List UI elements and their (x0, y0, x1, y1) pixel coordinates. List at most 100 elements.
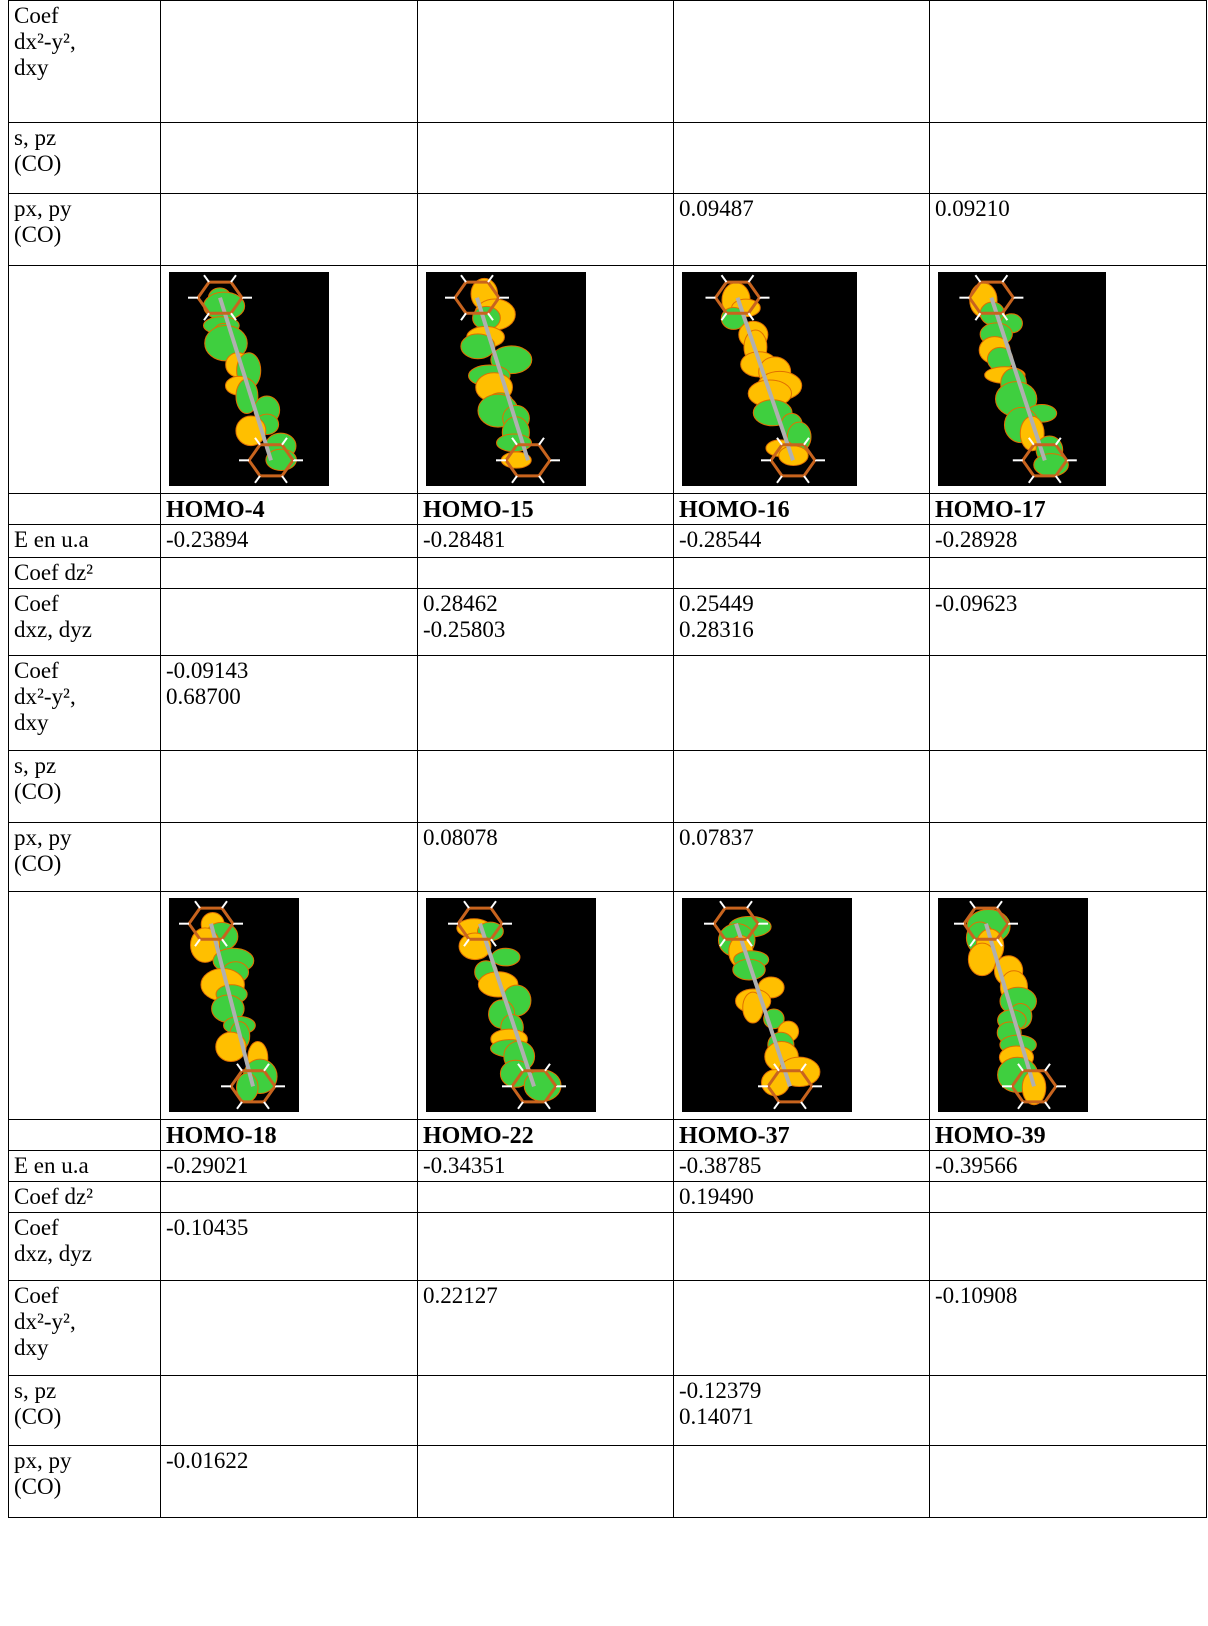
h-bond (974, 312, 982, 321)
value-cell (929, 822, 1207, 892)
orbital-cell (929, 265, 1207, 494)
ring-bond (453, 296, 468, 315)
value-cell: -0.09143 0.68700 (160, 655, 418, 751)
row-label: Coef dz² (8, 557, 161, 589)
cell-text: -0.28481 (423, 527, 506, 552)
cell-line: 0.25449 (679, 591, 754, 616)
orbital-name: HOMO-17 (929, 493, 1207, 525)
cell-line: dxy (14, 710, 49, 735)
h-bond (236, 1063, 243, 1072)
value-cell: -0.12379 0.14071 (673, 1375, 930, 1446)
table-row: Coef dx²-y², dxy -0.09143 0.68700 (8, 655, 1207, 751)
value-cell (417, 0, 674, 123)
h-bond (773, 1063, 780, 1072)
cell-line: dxz, dyz (14, 617, 92, 642)
ring-bond (714, 296, 728, 315)
ring-bond (802, 443, 817, 462)
value-cell (160, 557, 418, 589)
value-cell (160, 822, 418, 892)
ring-bond (766, 1085, 781, 1103)
h-bond (969, 900, 976, 909)
ring-bond (196, 281, 211, 299)
table-row: E en u.a -0.23894 -0.28481 -0.28544 -0.28928 (8, 524, 1207, 558)
ring-bond (537, 459, 552, 477)
value-cell (160, 1375, 418, 1446)
ring-bond (220, 907, 235, 925)
value-cell (417, 1375, 674, 1446)
ring-bond (537, 443, 552, 462)
cell-line: px, py (14, 1448, 72, 1473)
value-cell: -0.09623 (929, 588, 1207, 656)
row-label: E en u.a (8, 524, 161, 558)
value-cell: -0.28928 (929, 524, 1207, 558)
ring-bond (262, 1085, 277, 1103)
value-cell (417, 122, 674, 194)
orbital-image (938, 272, 1106, 486)
ring-bond (745, 922, 760, 941)
h-bond (746, 938, 753, 947)
orbital-name: HOMO-22 (417, 1119, 674, 1151)
h-bond (263, 1101, 270, 1110)
h-bond (230, 274, 237, 283)
cell-line: Coef dz² (14, 1184, 94, 1209)
value-cell (929, 655, 1207, 751)
h-bond (463, 938, 470, 947)
ring-bond (229, 296, 244, 315)
value-cell (673, 122, 930, 194)
cell-line: (CO) (14, 151, 62, 176)
lobe (491, 947, 521, 967)
cell-text: -0.28928 (935, 527, 1018, 552)
cell-line: (CO) (14, 222, 62, 247)
cell-line: E en u.a (14, 1153, 89, 1178)
value-cell (929, 1181, 1207, 1213)
row-label: Coef dx²-y², dxy (8, 655, 161, 751)
cell-line: 0.28316 (679, 617, 754, 642)
ring-bond (1001, 296, 1015, 315)
bond (218, 297, 273, 461)
h-bond (776, 475, 783, 484)
table-row (8, 891, 1207, 1120)
ring-bond (1021, 459, 1036, 477)
value-cell: 0.09210 (929, 193, 1207, 266)
ring-bond (504, 443, 519, 462)
table-body: Coef dx²-y², dxy s, pz (CO) px, py (CO) 0.09487… (8, 0, 1207, 1518)
cell-line: Coef dz² (14, 560, 94, 585)
h-bond (803, 475, 810, 484)
value-cell (160, 1181, 418, 1213)
orbital-image (426, 898, 596, 1112)
row-label: Coef dz² (8, 1181, 161, 1213)
ring-bond (1001, 281, 1015, 299)
orbital-cell (160, 265, 418, 494)
ring-bond (1054, 459, 1069, 477)
cell-line: dx²-y², (14, 684, 76, 709)
h-bond (719, 900, 726, 909)
ring-bond (714, 281, 728, 299)
cell-line: (CO) (14, 1404, 62, 1429)
value-cell (673, 750, 930, 823)
value-cell: 0.08078 (417, 822, 674, 892)
ring-bond (453, 281, 468, 299)
h-bond (254, 437, 261, 446)
row-label (8, 1119, 161, 1151)
orbital-table: Coef dx²-y², dxy s, pz (CO) px, py (CO) 0.09487… (8, 0, 1207, 1518)
value-cell (160, 588, 418, 656)
h-bond (490, 938, 497, 947)
ring-bond (799, 1069, 814, 1088)
row-label: s, pz (CO) (8, 1375, 161, 1446)
cell-line: 0.28462 (423, 591, 498, 616)
cell-line: -0.25803 (423, 617, 506, 642)
cell-line: 0.14071 (679, 1404, 754, 1429)
orbital-image (169, 898, 299, 1112)
bond (478, 923, 536, 1087)
ring-bond (1010, 1069, 1025, 1088)
value-cell (929, 750, 1207, 823)
cell-text: HOMO-39 (935, 1123, 1046, 1149)
cell-line: Coef (14, 1283, 59, 1308)
ring-bond (747, 296, 761, 315)
h-bond (230, 312, 237, 321)
cell-text: -0.10908 (935, 1283, 1018, 1308)
h-bond (490, 900, 497, 909)
h-bond (1044, 1063, 1051, 1072)
h-bond (1001, 274, 1009, 283)
value-cell (160, 0, 418, 123)
